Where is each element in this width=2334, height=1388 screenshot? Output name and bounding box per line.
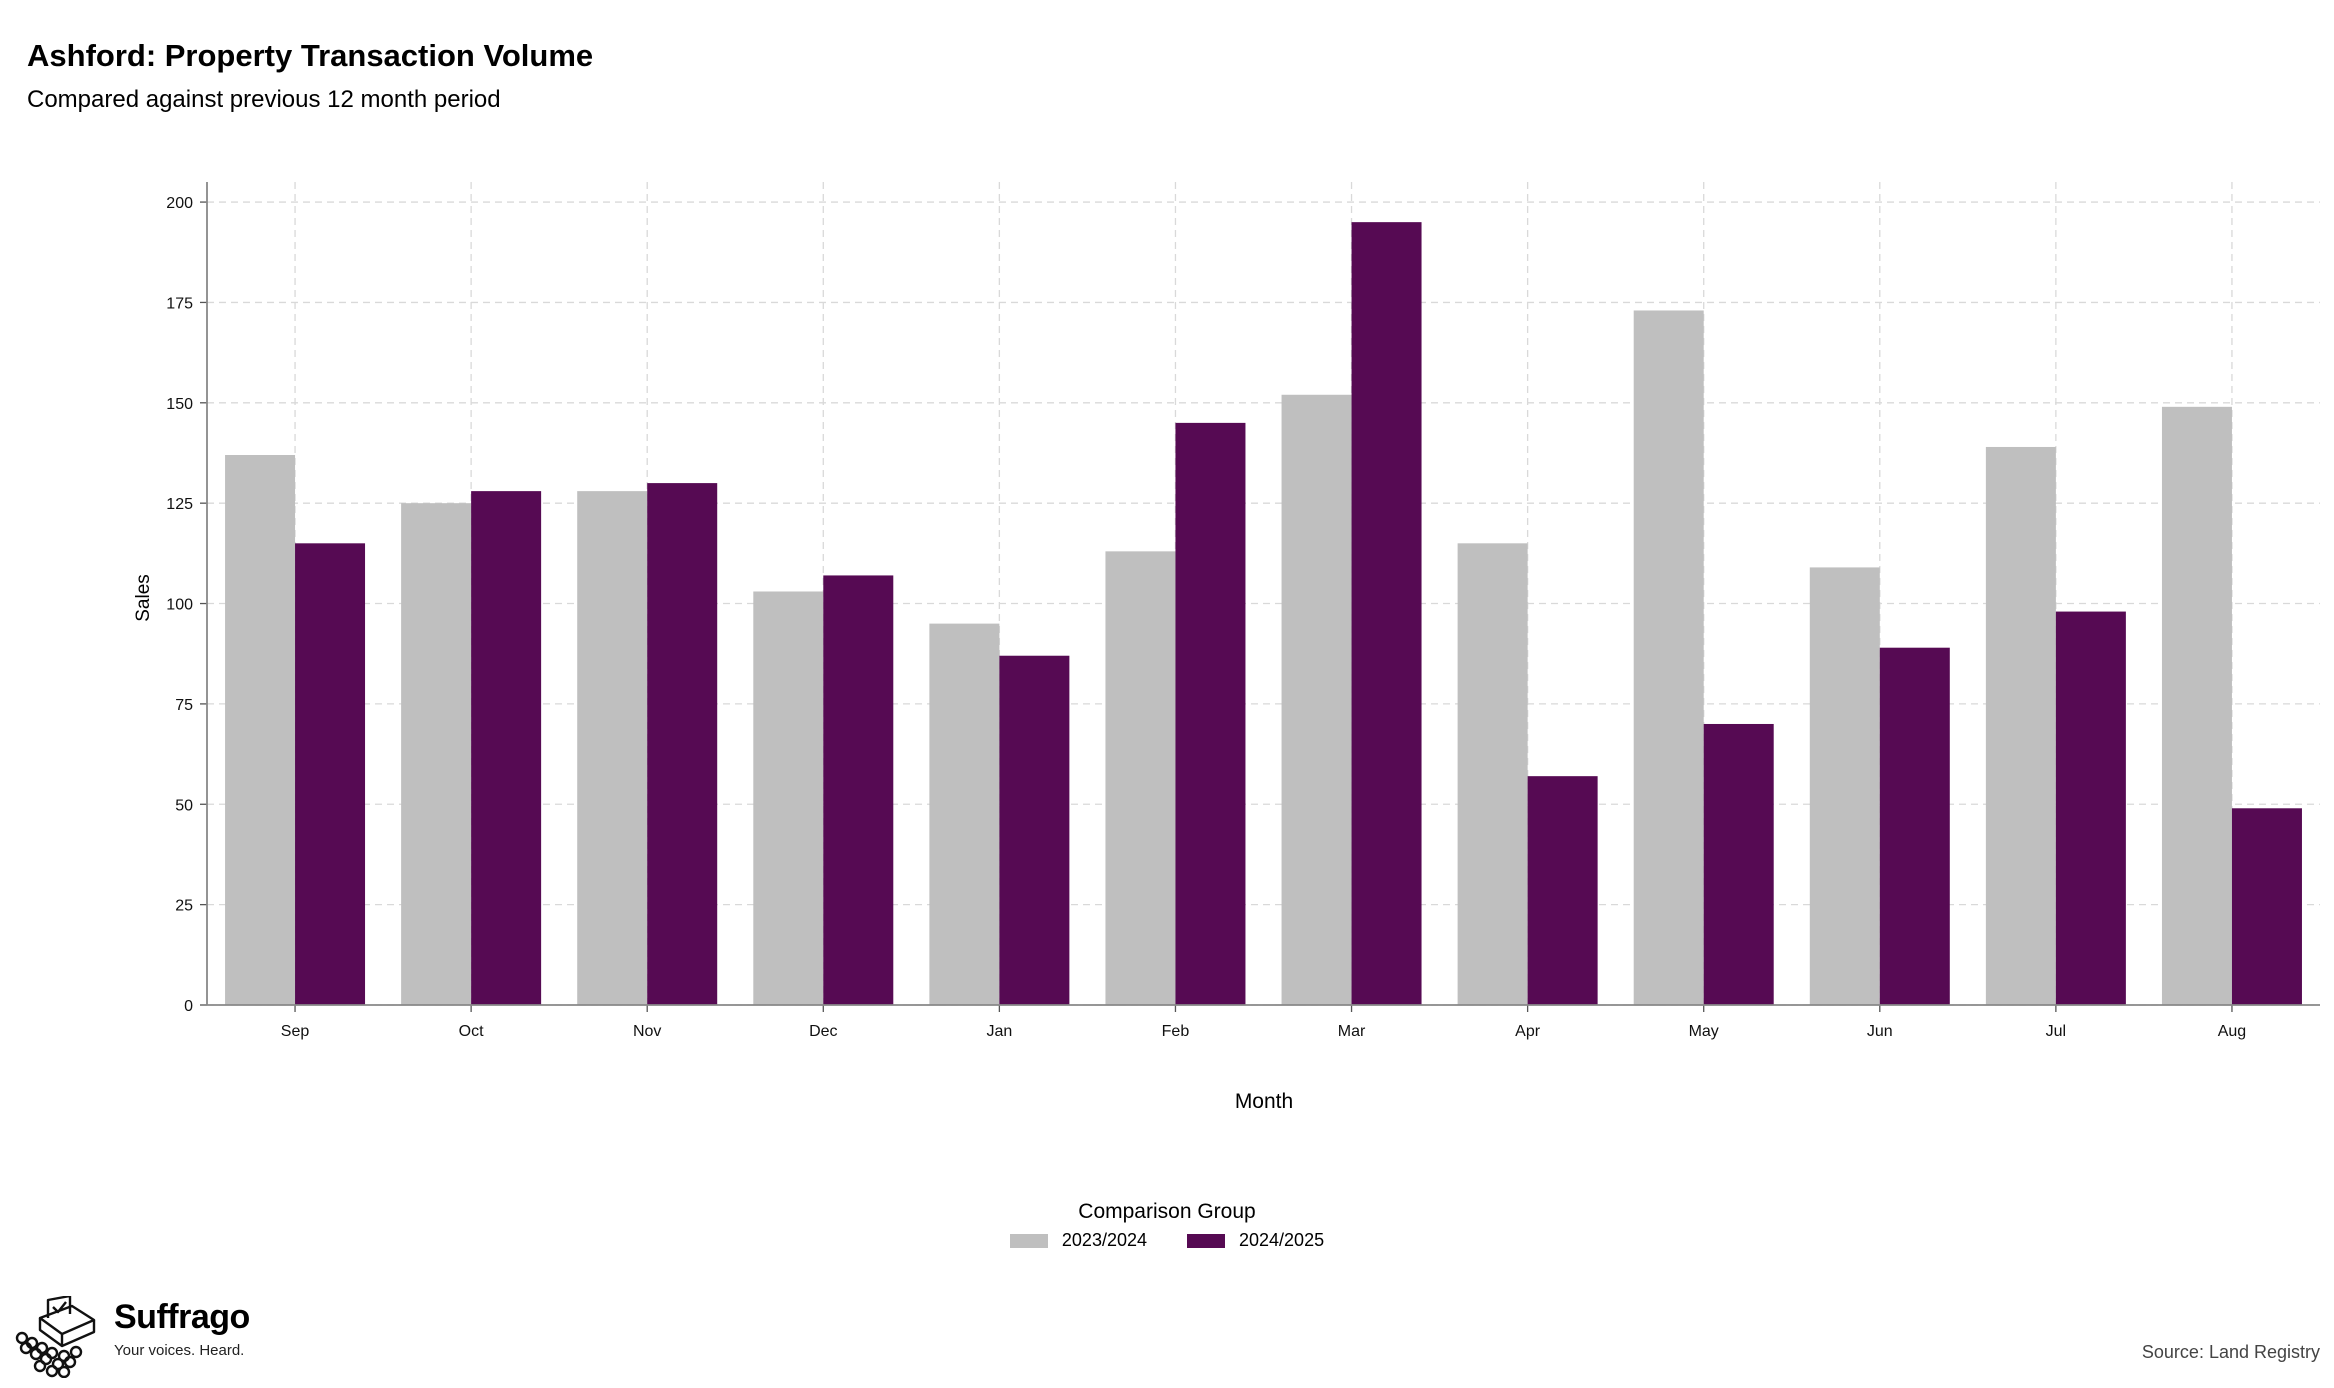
bar-jul-2024-2025 (2055, 611, 2126, 1005)
bar-apr-2024-2025 (1527, 776, 1598, 1005)
bar-feb-2023-2024 (1105, 551, 1176, 1005)
axes: 0 25 50 75 100 125 150 175 200 Sep Oct Nov Dec Jan Feb… (166, 182, 2320, 1040)
bar-aug-2024-2025 (2231, 808, 2302, 1005)
bar-feb-2024-2025 (1175, 422, 1246, 1005)
x-tick-label: May (1689, 1023, 1719, 1040)
bar-jan-2024-2025 (999, 655, 1070, 1005)
x-tick-label: Jan (986, 1023, 1012, 1040)
bar-jul-2023-2024 (1985, 446, 2056, 1006)
bar-apr-2023-2024 (1457, 543, 1528, 1005)
y-tick-label: 175 (166, 295, 193, 312)
y-tick-label: 50 (175, 797, 193, 814)
bar-dec-2024-2025 (823, 575, 894, 1005)
bar-may-2024-2025 (1703, 723, 1774, 1005)
brand-name: Suffrago (114, 1298, 250, 1336)
bar-mar-2024-2025 (1351, 222, 1422, 1005)
x-tick-label: Jul (2046, 1023, 2066, 1040)
y-tick-label: 125 (166, 496, 193, 513)
legend-item-2023-2024: 2023/2024 (1009, 1230, 1147, 1251)
bar-mar-2023-2024 (1281, 394, 1352, 1005)
x-tick-label: Apr (1515, 1023, 1541, 1040)
legend-items: 2023/2024 2024/2025 (1009, 1230, 1324, 1251)
x-tick-label: Aug (2218, 1023, 2246, 1040)
x-tick-label: Mar (1338, 1023, 1366, 1040)
x-tick-label: Feb (1162, 1023, 1190, 1040)
legend-swatch-2024-2025 (1187, 1233, 1225, 1248)
y-axis-label: Sales (133, 574, 154, 622)
chart-title: Ashford: Property Transaction Volume (27, 38, 594, 73)
y-tick-label: 100 (166, 597, 193, 614)
ballot-box-icon (15, 1296, 96, 1378)
y-tick-label: 200 (166, 195, 193, 212)
bar-jan-2023-2024 (929, 623, 1000, 1005)
x-tick-label: Nov (633, 1023, 661, 1040)
brand-tagline: Your voices. Heard. (114, 1342, 245, 1359)
bar-sep-2024-2025 (295, 543, 366, 1005)
bar-jun-2023-2024 (1809, 567, 1880, 1005)
legend-label-2023-2024: 2023/2024 (1061, 1230, 1147, 1250)
legend-title: Comparison Group (1078, 1200, 1256, 1223)
y-tick-label: 150 (166, 396, 193, 413)
bar-jun-2024-2025 (1879, 647, 1950, 1005)
x-tick-label: Dec (809, 1023, 837, 1040)
legend: Comparison Group 2023/2024 2024/2025 (0, 1200, 2334, 1253)
bar-may-2023-2024 (1633, 310, 1704, 1006)
bar-aug-2023-2024 (2161, 406, 2232, 1005)
x-tick-label: Jun (1867, 1023, 1893, 1040)
bar-oct-2023-2024 (401, 503, 472, 1005)
chart-subtitle: Compared against previous 12 month perio… (27, 86, 501, 113)
legend-item-2024-2025: 2024/2025 (1187, 1230, 1324, 1251)
bar-dec-2023-2024 (753, 591, 824, 1005)
bar-chart: 0 25 50 75 100 125 150 175 200 Sep Oct Nov Dec Jan Feb… (133, 182, 2320, 1113)
x-tick-label: Sep (281, 1023, 310, 1040)
bar-sep-2023-2024 (225, 454, 296, 1005)
bars (225, 222, 2302, 1006)
source-note: Source: Land Registry (2141, 1342, 2320, 1362)
legend-label-2024-2025: 2024/2025 (1239, 1230, 1325, 1250)
y-tick-label: 75 (175, 697, 193, 714)
y-tick-label: 25 (175, 898, 193, 915)
x-tick-label: Oct (459, 1023, 484, 1040)
bar-oct-2024-2025 (471, 491, 542, 1005)
bar-nov-2023-2024 (577, 491, 648, 1005)
brand-logo: Suffrago Your voices. Heard. (14, 1296, 250, 1378)
bar-nov-2024-2025 (647, 483, 718, 1006)
legend-swatch-2023-2024 (1009, 1233, 1048, 1248)
y-tick-label: 0 (184, 998, 193, 1015)
x-axis-label: Month (1235, 1090, 1293, 1113)
